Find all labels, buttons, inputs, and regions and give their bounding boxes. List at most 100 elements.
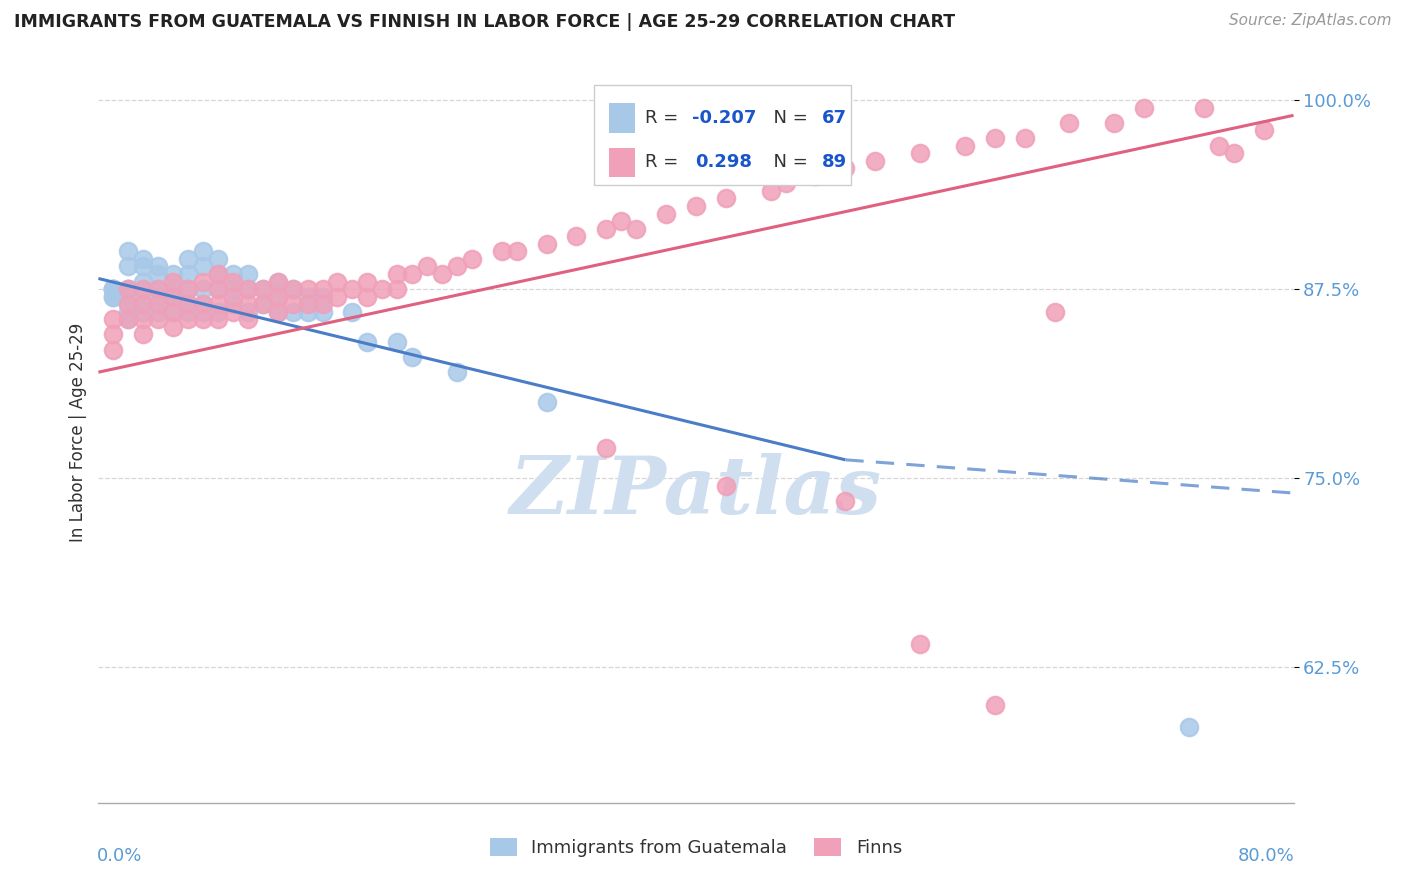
Point bbox=[132, 260, 155, 274]
Text: -0.207: -0.207 bbox=[692, 109, 756, 127]
Point bbox=[326, 275, 349, 289]
Point bbox=[446, 365, 468, 379]
Point bbox=[311, 297, 333, 311]
Point bbox=[1192, 101, 1215, 115]
Point bbox=[162, 290, 184, 304]
Point bbox=[117, 282, 139, 296]
Point bbox=[103, 282, 125, 296]
Point bbox=[1014, 131, 1036, 145]
Point bbox=[385, 267, 409, 281]
Point bbox=[565, 229, 588, 244]
Point bbox=[148, 304, 170, 318]
Point bbox=[536, 395, 558, 409]
Point bbox=[207, 282, 229, 296]
Point bbox=[132, 312, 155, 326]
Point bbox=[207, 304, 229, 318]
Point bbox=[236, 312, 259, 326]
FancyBboxPatch shape bbox=[609, 103, 636, 133]
Point bbox=[177, 282, 200, 296]
Point bbox=[117, 312, 139, 326]
Point bbox=[177, 304, 200, 318]
Point bbox=[371, 282, 394, 296]
Point bbox=[222, 297, 245, 311]
Point bbox=[132, 275, 155, 289]
Point bbox=[117, 312, 139, 326]
Point bbox=[132, 304, 155, 318]
Point bbox=[252, 297, 274, 311]
Point bbox=[311, 304, 333, 318]
Point bbox=[207, 282, 229, 296]
Point bbox=[984, 131, 1007, 145]
Point bbox=[132, 327, 155, 342]
Point bbox=[191, 275, 214, 289]
Point bbox=[222, 304, 245, 318]
FancyBboxPatch shape bbox=[595, 85, 852, 185]
Text: Source: ZipAtlas.com: Source: ZipAtlas.com bbox=[1229, 13, 1392, 29]
Point bbox=[103, 290, 125, 304]
Point bbox=[162, 304, 184, 318]
Point bbox=[117, 297, 139, 311]
Point bbox=[207, 312, 229, 326]
Point bbox=[267, 304, 290, 318]
Point bbox=[117, 297, 139, 311]
Point bbox=[685, 199, 707, 213]
Point bbox=[162, 282, 184, 296]
Point bbox=[430, 267, 453, 281]
Point bbox=[401, 350, 423, 364]
Text: 67: 67 bbox=[821, 109, 846, 127]
Point bbox=[908, 637, 931, 651]
Point bbox=[103, 327, 125, 342]
Point bbox=[1208, 138, 1230, 153]
Point bbox=[356, 290, 378, 304]
Point bbox=[236, 282, 259, 296]
Point bbox=[1059, 116, 1081, 130]
Point bbox=[207, 252, 229, 266]
Point bbox=[236, 304, 259, 318]
Point bbox=[385, 334, 409, 349]
Point bbox=[177, 297, 200, 311]
Point bbox=[804, 169, 827, 183]
Point bbox=[281, 297, 304, 311]
Text: N =: N = bbox=[762, 109, 813, 127]
Point bbox=[148, 297, 170, 311]
Point bbox=[267, 290, 290, 304]
Point bbox=[908, 146, 931, 161]
Point bbox=[491, 244, 513, 259]
Point bbox=[267, 290, 290, 304]
Point bbox=[148, 282, 170, 296]
Point bbox=[342, 304, 364, 318]
Point bbox=[117, 290, 139, 304]
Point bbox=[177, 252, 200, 266]
Point bbox=[162, 275, 184, 289]
Point bbox=[610, 214, 633, 228]
Point bbox=[117, 282, 139, 296]
Point bbox=[132, 297, 155, 311]
Point bbox=[416, 260, 439, 274]
Point bbox=[356, 275, 378, 289]
Text: IMMIGRANTS FROM GUATEMALA VS FINNISH IN LABOR FORCE | AGE 25-29 CORRELATION CHAR: IMMIGRANTS FROM GUATEMALA VS FINNISH IN … bbox=[14, 13, 955, 31]
Text: 89: 89 bbox=[821, 153, 846, 171]
Point bbox=[103, 343, 125, 357]
Point bbox=[953, 138, 976, 153]
Point bbox=[148, 282, 170, 296]
Point bbox=[446, 260, 468, 274]
Point bbox=[655, 206, 678, 220]
Point bbox=[222, 267, 245, 281]
Point bbox=[461, 252, 484, 266]
Point bbox=[191, 297, 214, 311]
Point bbox=[759, 184, 782, 198]
Point bbox=[626, 221, 648, 235]
Point bbox=[775, 177, 797, 191]
Point bbox=[834, 161, 856, 176]
Point bbox=[281, 282, 304, 296]
Point bbox=[191, 304, 214, 318]
Point bbox=[162, 319, 184, 334]
Point bbox=[236, 297, 259, 311]
Point bbox=[342, 282, 364, 296]
Point bbox=[252, 297, 274, 311]
Point bbox=[103, 282, 125, 296]
Point bbox=[207, 267, 229, 281]
Point bbox=[103, 312, 125, 326]
Point bbox=[356, 334, 378, 349]
Point bbox=[132, 297, 155, 311]
